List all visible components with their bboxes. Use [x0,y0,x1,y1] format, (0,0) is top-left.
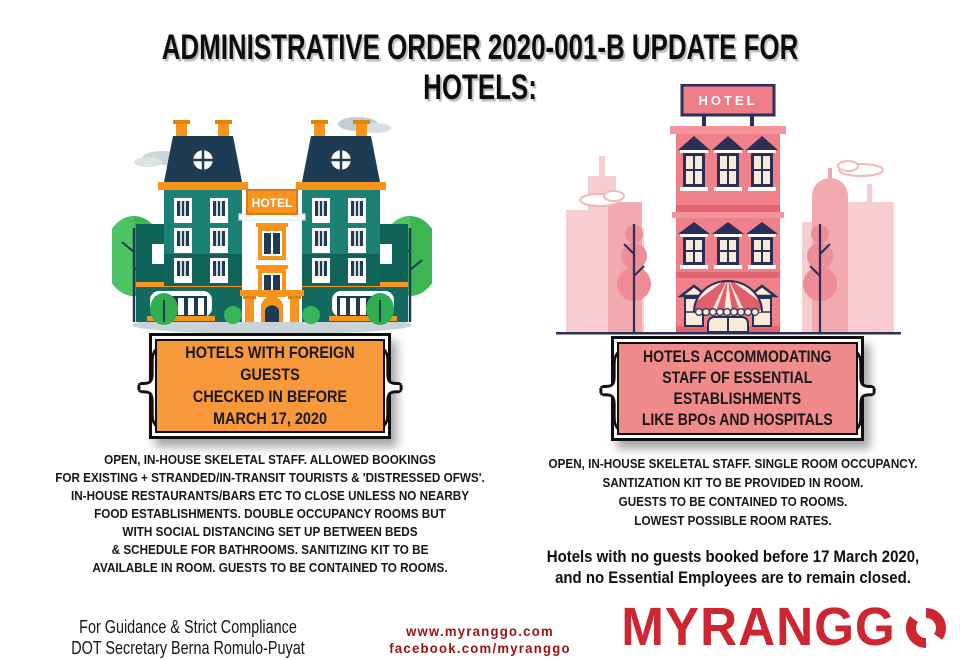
pink-tree-icon [803,224,837,334]
compliance-credit: For Guidance & Strict Compliance DOT Sec… [71,617,305,658]
website-link: www.myranggo.com [406,624,554,639]
window-mullions [180,201,360,276]
brand-letters: MYRANGG [621,597,896,657]
left-banner-text: HOTELS WITH FOREIGN GUESTS CHECKED IN BE… [185,343,355,428]
myranggo-logo: MYRANGG [596,597,948,657]
contact-links: www.myranggo.com facebook.com/myranggo [359,623,602,657]
pink-hotel-illustration: HOTEL [556,84,901,335]
open-o-icon [906,608,946,648]
ground-line [556,332,901,335]
pink-tree-icon [617,224,651,334]
bush-icon [150,293,394,325]
right-category-banner: { } HOTELS ACCOMMODATING STAFF OF ESSENT… [595,333,880,441]
hotel-sign-label: HOTEL [698,93,757,108]
cloud-icon [579,160,884,207]
entrance-door [265,305,279,322]
pediment-windows [678,136,778,269]
tower-window-panes [177,201,363,276]
left-category-banner: { } HOTELS WITH FOREIGN GUESTS CHECKED I… [133,331,407,439]
right-panel-body-text: OPEN, IN-HOUSE SKELETAL STAFF. SINGLE RO… [548,456,918,528]
teal-hotel-illustration: HOTEL [112,117,432,334]
right-banner-text: HOTELS ACCOMMODATING STAFF OF ESSENTIAL … [642,347,833,429]
left-tower [158,120,248,286]
hotel-sign: HOTEL [680,84,776,128]
closure-note-text: Hotels with no guests booked before 17 M… [546,547,920,587]
page-title: ADMINISTRATIVE ORDER 2020-001-B UPDATE F… [161,28,799,107]
right-tower [296,120,386,286]
left-panel-body-text: OPEN, IN-HOUSE SKELETAL STAFF. ALLOWED B… [55,452,485,575]
facebook-link: facebook.com/myranggo [389,641,571,656]
hotel-sign-label: HOTEL [252,196,293,210]
central-section [238,202,306,322]
hotel-sign: HOTEL [246,189,298,215]
